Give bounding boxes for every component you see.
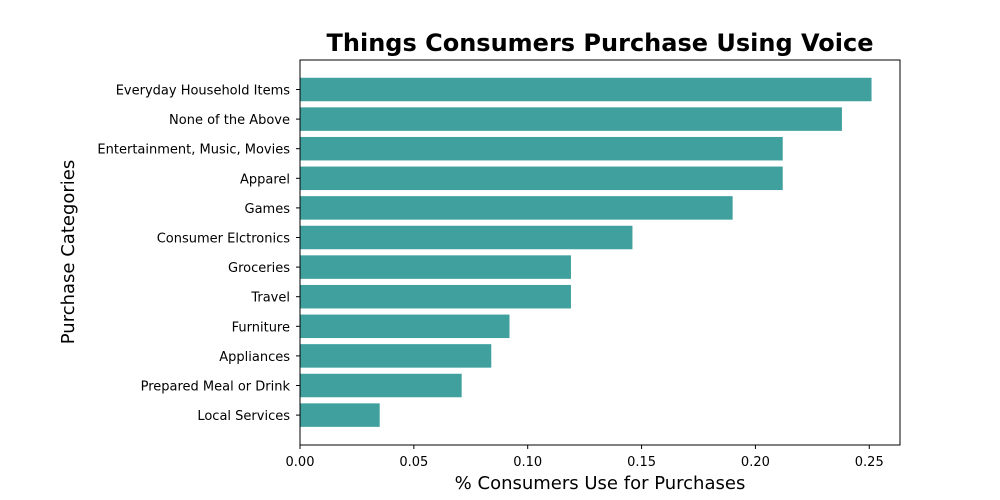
bar — [300, 166, 783, 191]
y-tick-label: Games — [245, 202, 291, 217]
plot-frame — [299, 59, 901, 446]
bars-group — [300, 77, 872, 427]
x-axis: 0.00 0.05 0.10 0.15 0.20 0.25 — [286, 445, 884, 470]
y-tick-label: None of the Above — [169, 113, 290, 128]
x-tick-label: 0.05 — [399, 455, 428, 470]
y-tick-label: Everyday Household Items — [116, 84, 291, 99]
y-axis: Everyday Household Items None of the Abov… — [97, 84, 300, 424]
x-axis-label: % Consumers Use for Purchases — [455, 473, 746, 494]
x-tick-label: 0.20 — [741, 455, 770, 470]
bar — [300, 284, 571, 309]
chart-title: Things Consumers Purchase Using Voice — [327, 29, 874, 57]
bar — [300, 136, 783, 161]
y-tick-label: Prepared Meal or Drink — [141, 380, 291, 395]
bar — [300, 196, 733, 220]
x-tick-label: 0.00 — [286, 455, 315, 470]
y-tick-label: Travel — [250, 291, 290, 306]
bar — [300, 107, 842, 131]
y-tick-label: Local Services — [197, 409, 290, 424]
bar — [300, 77, 872, 102]
x-tick-label: 0.10 — [513, 455, 542, 470]
bar — [300, 225, 633, 250]
x-tick-label: 0.25 — [855, 455, 884, 470]
x-tick-label: 0.15 — [627, 455, 656, 470]
y-tick-label: Consumer Elctronics — [157, 232, 291, 247]
bar — [300, 403, 380, 427]
y-tick-label: Furniture — [232, 320, 290, 335]
y-tick-label: Groceries — [228, 261, 290, 276]
bar — [300, 314, 510, 339]
y-tick-label: Apparel — [240, 172, 290, 187]
bar — [300, 373, 462, 398]
bar — [300, 255, 571, 279]
y-tick-label: Entertainment, Music, Movies — [97, 143, 290, 158]
y-axis-label: Purchase Categories — [58, 160, 79, 344]
bar — [300, 344, 492, 368]
y-tick-label: Appliances — [219, 350, 290, 365]
